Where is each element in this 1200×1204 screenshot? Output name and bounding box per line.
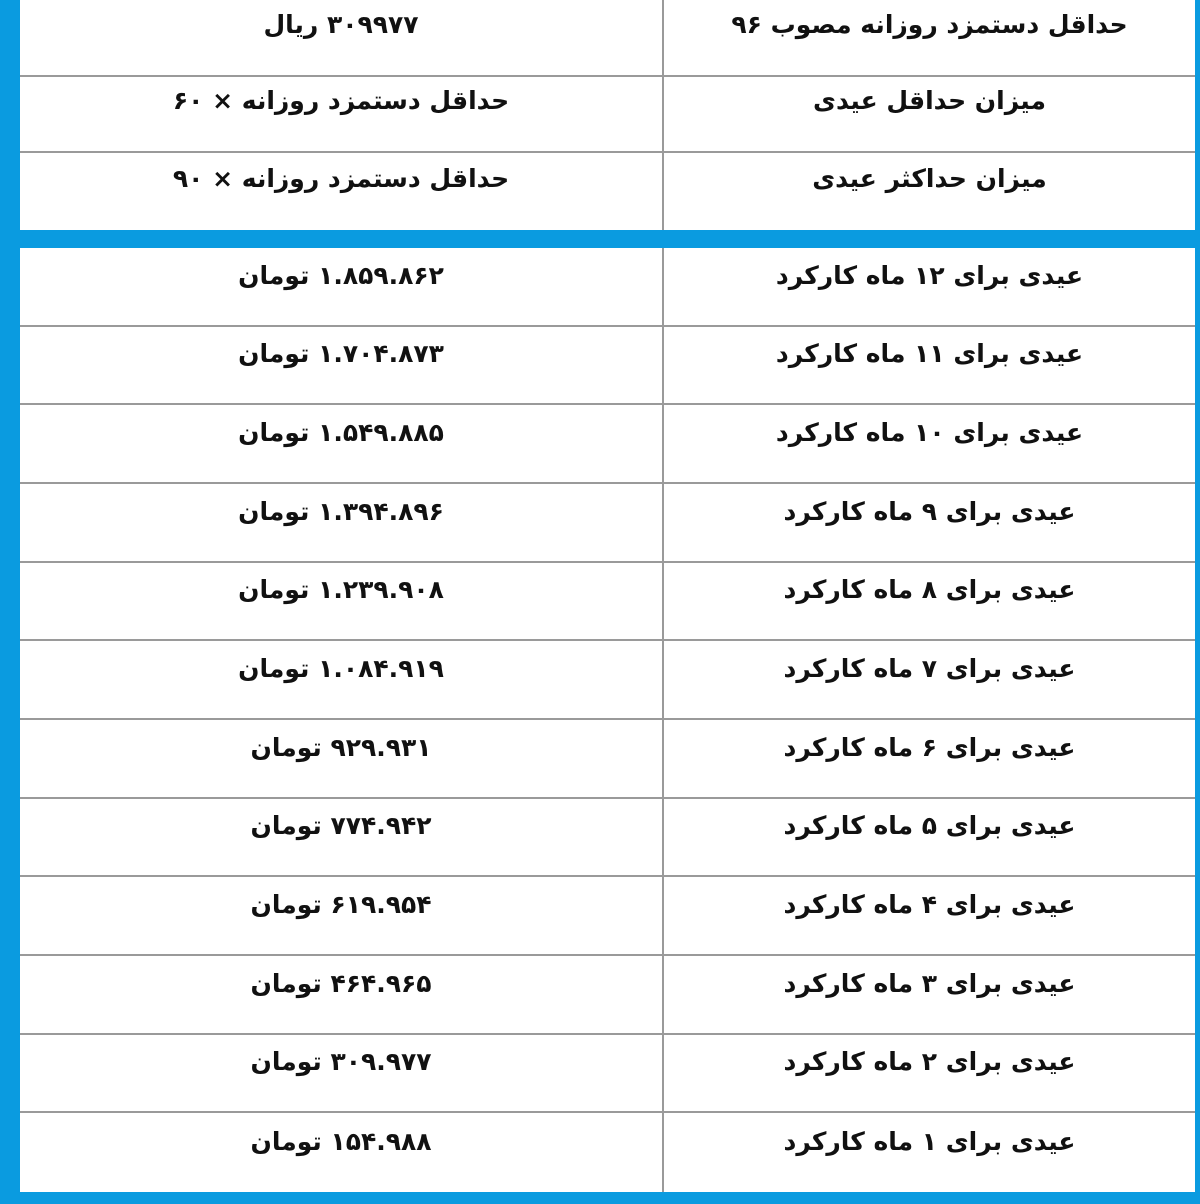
summary-value: حداقل دستمزد روزانه × ۹۰ <box>172 163 510 193</box>
summary-table: ۳۰۹۹۷۷ ریال حداقل دستمزد روزانه مصوب ۹۶ حد… <box>20 0 1195 230</box>
summary-row: حداقل دستمزد روزانه × ۶۰ میزان حداقل عیدی <box>20 76 1195 154</box>
summary-label: میزان حداکثر عیدی <box>662 153 1195 230</box>
summary-value: ۳۰۹۹۷۷ ریال <box>263 9 419 39</box>
eidi-row: ۳۰۹.۹۷۷ تومان عیدی برای ۲ ماه کارکرد <box>20 1034 1195 1114</box>
eidi-row: ۱.۷۰۴.۸۷۳ تومان عیدی برای ۱۱ ماه کارکرد <box>20 326 1195 406</box>
eidi-value: ۹۲۹.۹۳۱ تومان <box>250 732 432 762</box>
eidi-row: ۱.۳۹۴.۸۹۶ تومان عیدی برای ۹ ماه کارکرد <box>20 483 1195 563</box>
eidi-row: ۷۷۴.۹۴۲ تومان عیدی برای ۵ ماه کارکرد <box>20 798 1195 878</box>
eidi-value: ۷۷۴.۹۴۲ تومان <box>250 811 432 841</box>
eidi-value: ۱۵۴.۹۸۸ تومان <box>250 1127 432 1157</box>
eidi-value: ۱.۷۰۴.۸۷۳ تومان <box>238 339 444 369</box>
eidi-value: ۱.۵۴۹.۸۸۵ تومان <box>238 418 444 448</box>
eidi-label: عیدی برای ۵ ماه کارکرد <box>662 798 1195 876</box>
eidi-value: ۱.۸۵۹.۸۶۲ تومان <box>238 260 444 290</box>
eidi-value: ۴۶۴.۹۶۵ تومان <box>250 968 432 998</box>
eidi-label: عیدی برای ۷ ماه کارکرد <box>662 641 1195 718</box>
eidi-row: ۱۵۴.۹۸۸ تومان عیدی برای ۱ ماه کارکرد <box>20 1113 1195 1192</box>
eidi-row: ۱.۸۵۹.۸۶۲ تومان عیدی برای ۱۲ ماه کارکرد <box>20 248 1195 327</box>
eidi-label: عیدی برای ۳ ماه کارکرد <box>662 955 1195 1033</box>
eidi-row: ۱.۵۴۹.۸۸۵ تومان عیدی برای ۱۰ ماه کارکرد <box>20 405 1195 484</box>
summary-label: حداقل دستمزد روزانه مصوب ۹۶ <box>662 0 1195 75</box>
eidi-table: ۱.۸۵۹.۸۶۲ تومان عیدی برای ۱۲ ماه کارکرد ۱.… <box>20 248 1195 1192</box>
eidi-label: عیدی برای ۹ ماه کارکرد <box>662 483 1195 561</box>
eidi-value: ۶۱۹.۹۵۴ تومان <box>250 890 432 920</box>
eidi-value: ۱.۳۹۴.۸۹۶ تومان <box>238 496 444 526</box>
eidi-label: عیدی برای ۱۰ ماه کارکرد <box>662 405 1195 482</box>
eidi-row: ۱.۰۸۴.۹۱۹ تومان عیدی برای ۷ ماه کارکرد <box>20 641 1195 720</box>
eidi-row: ۹۲۹.۹۳۱ تومان عیدی برای ۶ ماه کارکرد <box>20 719 1195 799</box>
eidi-row: ۴۶۴.۹۶۵ تومان عیدی برای ۳ ماه کارکرد <box>20 955 1195 1035</box>
summary-row: حداقل دستمزد روزانه × ۹۰ میزان حداکثر عید… <box>20 153 1195 230</box>
eidi-value: ۱.۰۸۴.۹۱۹ تومان <box>238 654 444 684</box>
eidi-label: عیدی برای ۱۱ ماه کارکرد <box>662 326 1195 404</box>
eidi-label: عیدی برای ۲ ماه کارکرد <box>662 1034 1195 1112</box>
eidi-row: ۱.۲۳۹.۹۰۸ تومان عیدی برای ۸ ماه کارکرد <box>20 562 1195 642</box>
summary-value: حداقل دستمزد روزانه × ۶۰ <box>172 86 510 116</box>
eidi-row: ۶۱۹.۹۵۴ تومان عیدی برای ۴ ماه کارکرد <box>20 877 1195 956</box>
eidi-label: عیدی برای ۶ ماه کارکرد <box>662 719 1195 797</box>
eidi-value: ۱.۲۳۹.۹۰۸ تومان <box>238 575 444 605</box>
eidi-label: عیدی برای ۴ ماه کارکرد <box>662 877 1195 954</box>
eidi-label: عیدی برای ۱ ماه کارکرد <box>662 1113 1195 1192</box>
eidi-label: عیدی برای ۸ ماه کارکرد <box>662 562 1195 640</box>
eidi-label: عیدی برای ۱۲ ماه کارکرد <box>662 248 1195 325</box>
summary-row: ۳۰۹۹۷۷ ریال حداقل دستمزد روزانه مصوب ۹۶ <box>20 0 1195 77</box>
summary-label: میزان حداقل عیدی <box>662 76 1195 152</box>
eidi-value: ۳۰۹.۹۷۷ تومان <box>250 1047 432 1077</box>
